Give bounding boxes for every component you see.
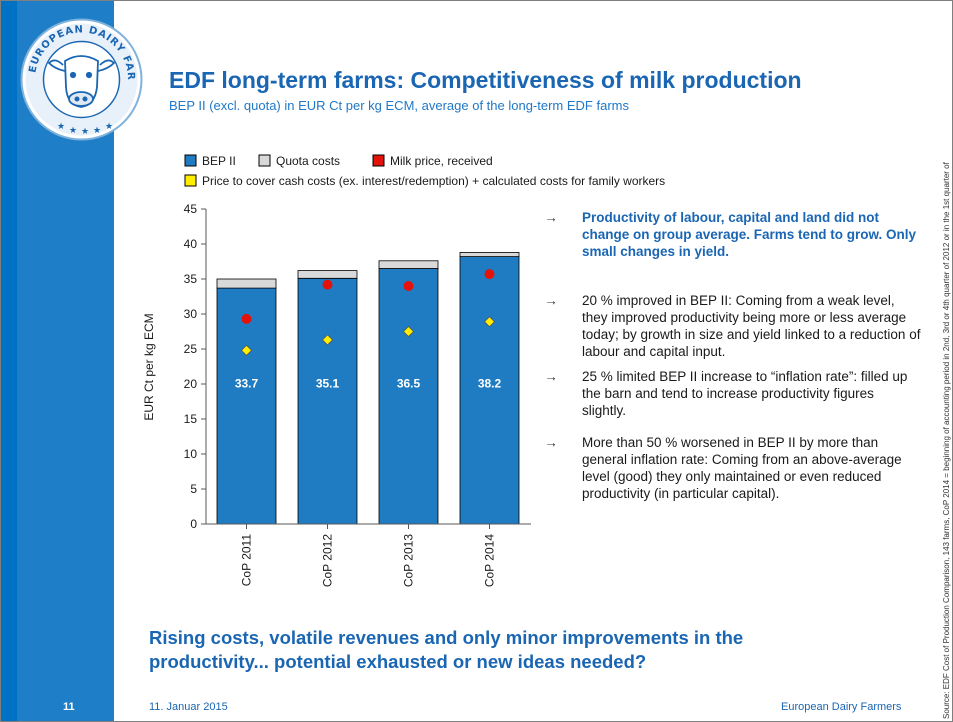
svg-text:★: ★ — [81, 126, 89, 136]
y-axis-ticks: 0 5 10 15 20 25 30 35 40 45 — [184, 202, 206, 531]
source-note: Source: EDF Cost of Production Compariso… — [942, 162, 951, 719]
cash-cost-marker — [402, 325, 415, 338]
milk-price-marker — [322, 279, 333, 290]
legend-swatch-bep — [184, 154, 197, 167]
key-bullet-text: Productivity of labour, capital and land… — [582, 210, 917, 259]
arrow-icon: → — [544, 435, 558, 450]
footer-date: 11. Januar 2015 — [149, 701, 228, 713]
legend-swatch-quota — [258, 154, 271, 167]
y-tick-label: 15 — [184, 412, 198, 426]
bar-bep-ii — [459, 256, 520, 525]
cash-cost-marker — [240, 344, 253, 356]
bullet-text: 20 % improved in BEP II: Coming from a w… — [582, 293, 921, 359]
markers — [240, 269, 496, 356]
bar-quota-costs — [378, 260, 439, 269]
y-tick-label: 20 — [184, 377, 198, 391]
legend-swatch-milk-price — [372, 154, 385, 167]
slide-subtitle: BEP II (excl. quota) in EUR Ct per kg EC… — [169, 98, 629, 113]
bar-bep-ii — [297, 277, 358, 525]
svg-text:★: ★ — [69, 125, 77, 135]
cash-cost-marker — [321, 334, 334, 346]
milk-price-marker — [241, 313, 252, 324]
legend-swatch-cash-costs — [184, 174, 197, 187]
bullet-text: 25 % limited BEP II increase to “inflati… — [582, 369, 908, 418]
slide-title: EDF long-term farms: Competitiveness of … — [169, 67, 802, 93]
x-tick-label: CoP 2013 — [402, 534, 416, 587]
legend-label-bep: BEP II — [202, 154, 236, 168]
page-number: 11 — [63, 701, 75, 713]
y-axis-label: EUR Ct per kg ECM — [142, 313, 156, 420]
arrow-icon: → — [544, 210, 558, 225]
x-tick-label: CoP 2011 — [240, 534, 254, 587]
y-tick-label: 40 — [184, 237, 198, 251]
footer-organisation: European Dairy Farmers — [781, 701, 902, 713]
bar-data-label: 35.1 — [316, 377, 340, 391]
bars: 33.7 35.1 36.5 38.2 — [216, 251, 520, 525]
arrow-icon: → — [544, 293, 558, 308]
bar-data-label: 33.7 — [235, 377, 259, 391]
bullet-item: → 20 % improved in BEP II: Coming from a … — [541, 292, 921, 360]
legend-label-milk-price: Milk price, received — [390, 154, 493, 168]
arrow-icon: → — [544, 369, 558, 384]
bullet-item: → More than 50 % worsened in BEP II by mo… — [541, 434, 921, 502]
bar-quota-costs — [459, 251, 520, 257]
legend-label-cash-costs: Price to cover cash costs (ex. interest/… — [202, 174, 665, 188]
svg-text:★: ★ — [57, 121, 65, 131]
cash-cost-marker — [483, 316, 496, 328]
y-tick-label: 25 — [184, 342, 198, 356]
bar-data-label: 38.2 — [478, 377, 502, 391]
x-tick-label: CoP 2014 — [483, 534, 497, 587]
cow-head-icon — [47, 55, 116, 108]
y-tick-label: 5 — [190, 482, 197, 496]
milk-price-marker — [403, 281, 414, 291]
bar-quota-costs — [216, 278, 277, 289]
legend-label-quota: Quota costs — [276, 154, 340, 168]
bar-quota-costs — [297, 270, 358, 279]
stars-icon: ★ ★ ★ ★ ★ — [57, 121, 113, 136]
bar-data-label: 36.5 — [397, 377, 421, 391]
y-tick-label: 10 — [184, 447, 198, 461]
edf-logo: EUROPEAN DAIRY FARMERS ★ ★ ★ ★ ★ — [19, 17, 143, 141]
bullet-item: → 25 % limited BEP II increase to “inflat… — [541, 368, 921, 419]
key-bullet: → Productivity of labour, capital and lan… — [541, 209, 921, 260]
chart-legend: BEP II Quota costs Milk price, received … — [184, 154, 665, 188]
svg-text:★: ★ — [93, 125, 101, 135]
y-tick-label: 45 — [184, 202, 198, 216]
conclusion-text: Rising costs, volatile revenues and only… — [149, 627, 744, 672]
x-tick-label: CoP 2012 — [321, 534, 335, 587]
bar-bep-ii — [378, 268, 439, 525]
y-tick-label: 30 — [184, 307, 198, 321]
bullet-text: More than 50 % worsened in BEP II by mor… — [582, 435, 902, 501]
svg-text:★: ★ — [105, 121, 113, 131]
y-tick-label: 0 — [190, 517, 197, 531]
left-accent-band — [1, 1, 17, 721]
milk-price-marker — [484, 269, 495, 280]
y-tick-label: 35 — [184, 272, 198, 286]
bar-bep-ii — [216, 287, 277, 525]
x-axis-ticks: CoP 2011 CoP 2012 CoP 2013 CoP 2014 — [240, 524, 497, 587]
